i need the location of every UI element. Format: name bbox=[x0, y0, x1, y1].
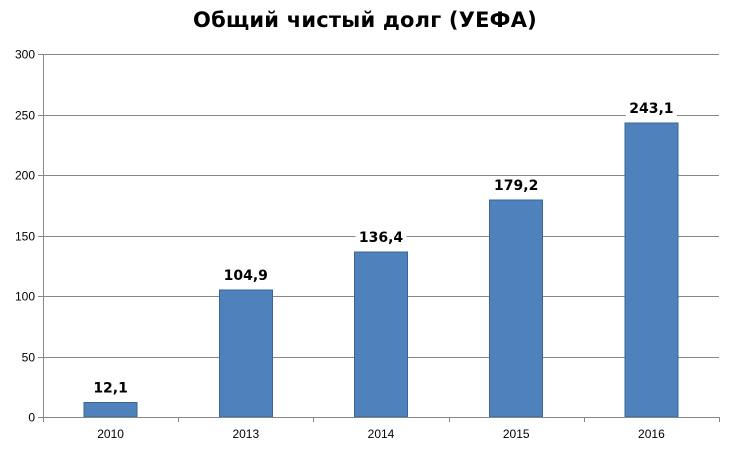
x-tick-label: 2013 bbox=[232, 427, 259, 441]
y-tick-label: 100 bbox=[15, 290, 35, 304]
y-tick-label: 150 bbox=[15, 230, 35, 244]
bar bbox=[218, 289, 273, 418]
y-tick-label: 300 bbox=[15, 48, 35, 62]
bar bbox=[83, 401, 138, 418]
data-label: 243,1 bbox=[629, 101, 673, 117]
data-label-background bbox=[490, 176, 542, 195]
y-tick-label: 200 bbox=[15, 169, 35, 183]
data-label: 12,1 bbox=[93, 380, 128, 396]
chart-title: Общий чистый долг (УЕФА) bbox=[193, 8, 537, 32]
y-tick-label: 50 bbox=[22, 351, 36, 365]
bar bbox=[624, 122, 679, 418]
bar bbox=[489, 199, 544, 418]
bar bbox=[354, 251, 408, 418]
data-label-background bbox=[625, 98, 677, 117]
data-label: 104,9 bbox=[224, 268, 268, 284]
data-label: 136,4 bbox=[359, 230, 404, 246]
data-label-background bbox=[89, 378, 132, 397]
y-tick-label: 0 bbox=[28, 411, 35, 425]
axis-layer: 0 50 100 150 200 250 300 2010 2013 2014 2015 2016 bbox=[15, 48, 720, 441]
x-tick-label: 2016 bbox=[638, 427, 665, 441]
data-label: 179,2 bbox=[494, 178, 538, 194]
x-tick-label: 2014 bbox=[368, 427, 395, 441]
bars-layer bbox=[83, 122, 679, 418]
labels-layer: 12,1 104,9 136,4 179,2 243,1 bbox=[89, 98, 677, 397]
data-label-background bbox=[355, 228, 407, 246]
data-label-background bbox=[220, 266, 272, 285]
x-tick-label: 2010 bbox=[97, 427, 124, 441]
x-tick-label: 2015 bbox=[503, 427, 530, 441]
y-tick-label: 250 bbox=[15, 109, 35, 123]
